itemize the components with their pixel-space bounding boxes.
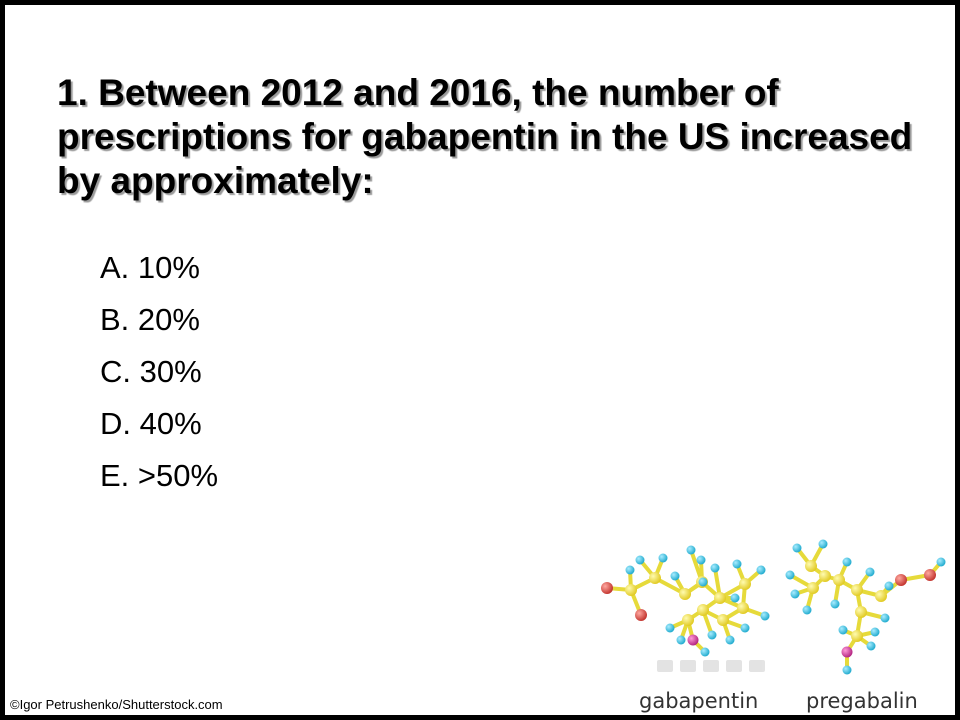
pregabalin-hydrogen-atom	[870, 627, 880, 637]
gabapentin-carbon-atom	[679, 588, 691, 600]
answer-options: A. 10% B. 20% C. 30% D. 40% E. >50%	[100, 250, 218, 510]
gabapentin-hydrogen-atom	[665, 623, 675, 633]
pregabalin-hydrogen-atom	[884, 581, 894, 591]
pregabalin-hydrogen-atom	[790, 589, 800, 599]
pregabalin-hydrogen-atom	[830, 599, 840, 609]
pregabalin-oxygen-atom	[924, 569, 936, 581]
pregabalin-label: pregabalin	[806, 689, 918, 713]
pregabalin-hydrogen-atom	[866, 641, 876, 651]
question-text: 1. Between 2012 and 2016, the number of …	[57, 72, 913, 201]
pregabalin-hydrogen-atom	[842, 557, 852, 567]
option-e: E. >50%	[100, 458, 219, 493]
gabapentin-carbon-atom	[697, 604, 709, 616]
gabapentin-hydrogen-atom	[756, 565, 766, 575]
gabapentin-oxygen-atom	[601, 582, 613, 594]
pregabalin-carbon-atom	[833, 574, 845, 586]
gabapentin-hydrogen-atom	[635, 555, 645, 565]
gabapentin-hydrogen-atom	[732, 559, 742, 569]
gabapentin-hydrogen-atom	[658, 553, 668, 563]
option-c: C. 30%	[100, 354, 202, 389]
gabapentin-oxygen-atom	[635, 609, 647, 621]
pregabalin-carbon-atom	[855, 606, 867, 618]
pregabalin-carbon-atom	[805, 560, 817, 572]
molecule-figure: gabapentin pregabalin	[585, 520, 955, 715]
gabapentin-carbon-atom	[739, 578, 751, 590]
pregabalin-carbon-atom	[851, 584, 863, 596]
gabapentin-hydrogen-atom	[686, 545, 696, 555]
gabapentin-hydrogen-atom	[670, 571, 680, 581]
pregabalin-carbon-atom	[851, 630, 863, 642]
gabapentin-hydrogen-atom	[625, 565, 635, 575]
gabapentin-hydrogen-atom	[696, 555, 706, 565]
gabapentin-carbon-atom	[717, 614, 729, 626]
pregabalin-nitrogen-atom	[841, 646, 853, 658]
gabapentin-carbon-atom	[649, 572, 661, 584]
gabapentin-hydrogen-atom	[760, 611, 770, 621]
gabapentin-hydrogen-atom	[698, 577, 708, 587]
gabapentin-carbon-atom	[714, 592, 726, 604]
pregabalin-hydrogen-atom	[936, 557, 946, 567]
pregabalin-hydrogen-atom	[865, 567, 875, 577]
option-a: A. 10%	[100, 250, 200, 285]
gabapentin-hydrogen-atom	[725, 635, 735, 645]
gabapentin-label: gabapentin	[639, 689, 759, 713]
molecule-atoms	[601, 539, 946, 675]
gabapentin-hydrogen-atom	[740, 623, 750, 633]
pregabalin-carbon-atom	[819, 570, 831, 582]
gabapentin-hydrogen-atom	[676, 635, 686, 645]
pregabalin-hydrogen-atom	[842, 665, 852, 675]
pregabalin-hydrogen-atom	[785, 570, 795, 580]
gabapentin-hydrogen-atom	[730, 593, 740, 603]
pregabalin-hydrogen-atom	[880, 613, 890, 623]
pregabalin-oxygen-atom	[895, 574, 907, 586]
molecule-models	[585, 520, 955, 715]
option-d: D. 40%	[100, 406, 202, 441]
faint-watermark	[657, 660, 765, 672]
gabapentin-hydrogen-atom	[700, 647, 710, 657]
image-credit: ©Igor Petrushenko/Shutterstock.com	[10, 697, 223, 712]
gabapentin-nitrogen-atom	[687, 634, 699, 646]
gabapentin-hydrogen-atom	[707, 630, 717, 640]
pregabalin-hydrogen-atom	[792, 543, 802, 553]
pregabalin-carbon-atom	[875, 590, 887, 602]
pregabalin-hydrogen-atom	[838, 625, 848, 635]
gabapentin-carbon-atom	[682, 614, 694, 626]
pregabalin-hydrogen-atom	[802, 605, 812, 615]
option-b: B. 20%	[100, 302, 200, 337]
pregabalin-hydrogen-atom	[818, 539, 828, 549]
gabapentin-carbon-atom	[737, 602, 749, 614]
gabapentin-carbon-atom	[625, 584, 637, 596]
slide-canvas: 1. Between 2012 and 2016, the number of …	[5, 5, 955, 715]
gabapentin-hydrogen-atom	[710, 563, 720, 573]
pregabalin-carbon-atom	[807, 582, 819, 594]
